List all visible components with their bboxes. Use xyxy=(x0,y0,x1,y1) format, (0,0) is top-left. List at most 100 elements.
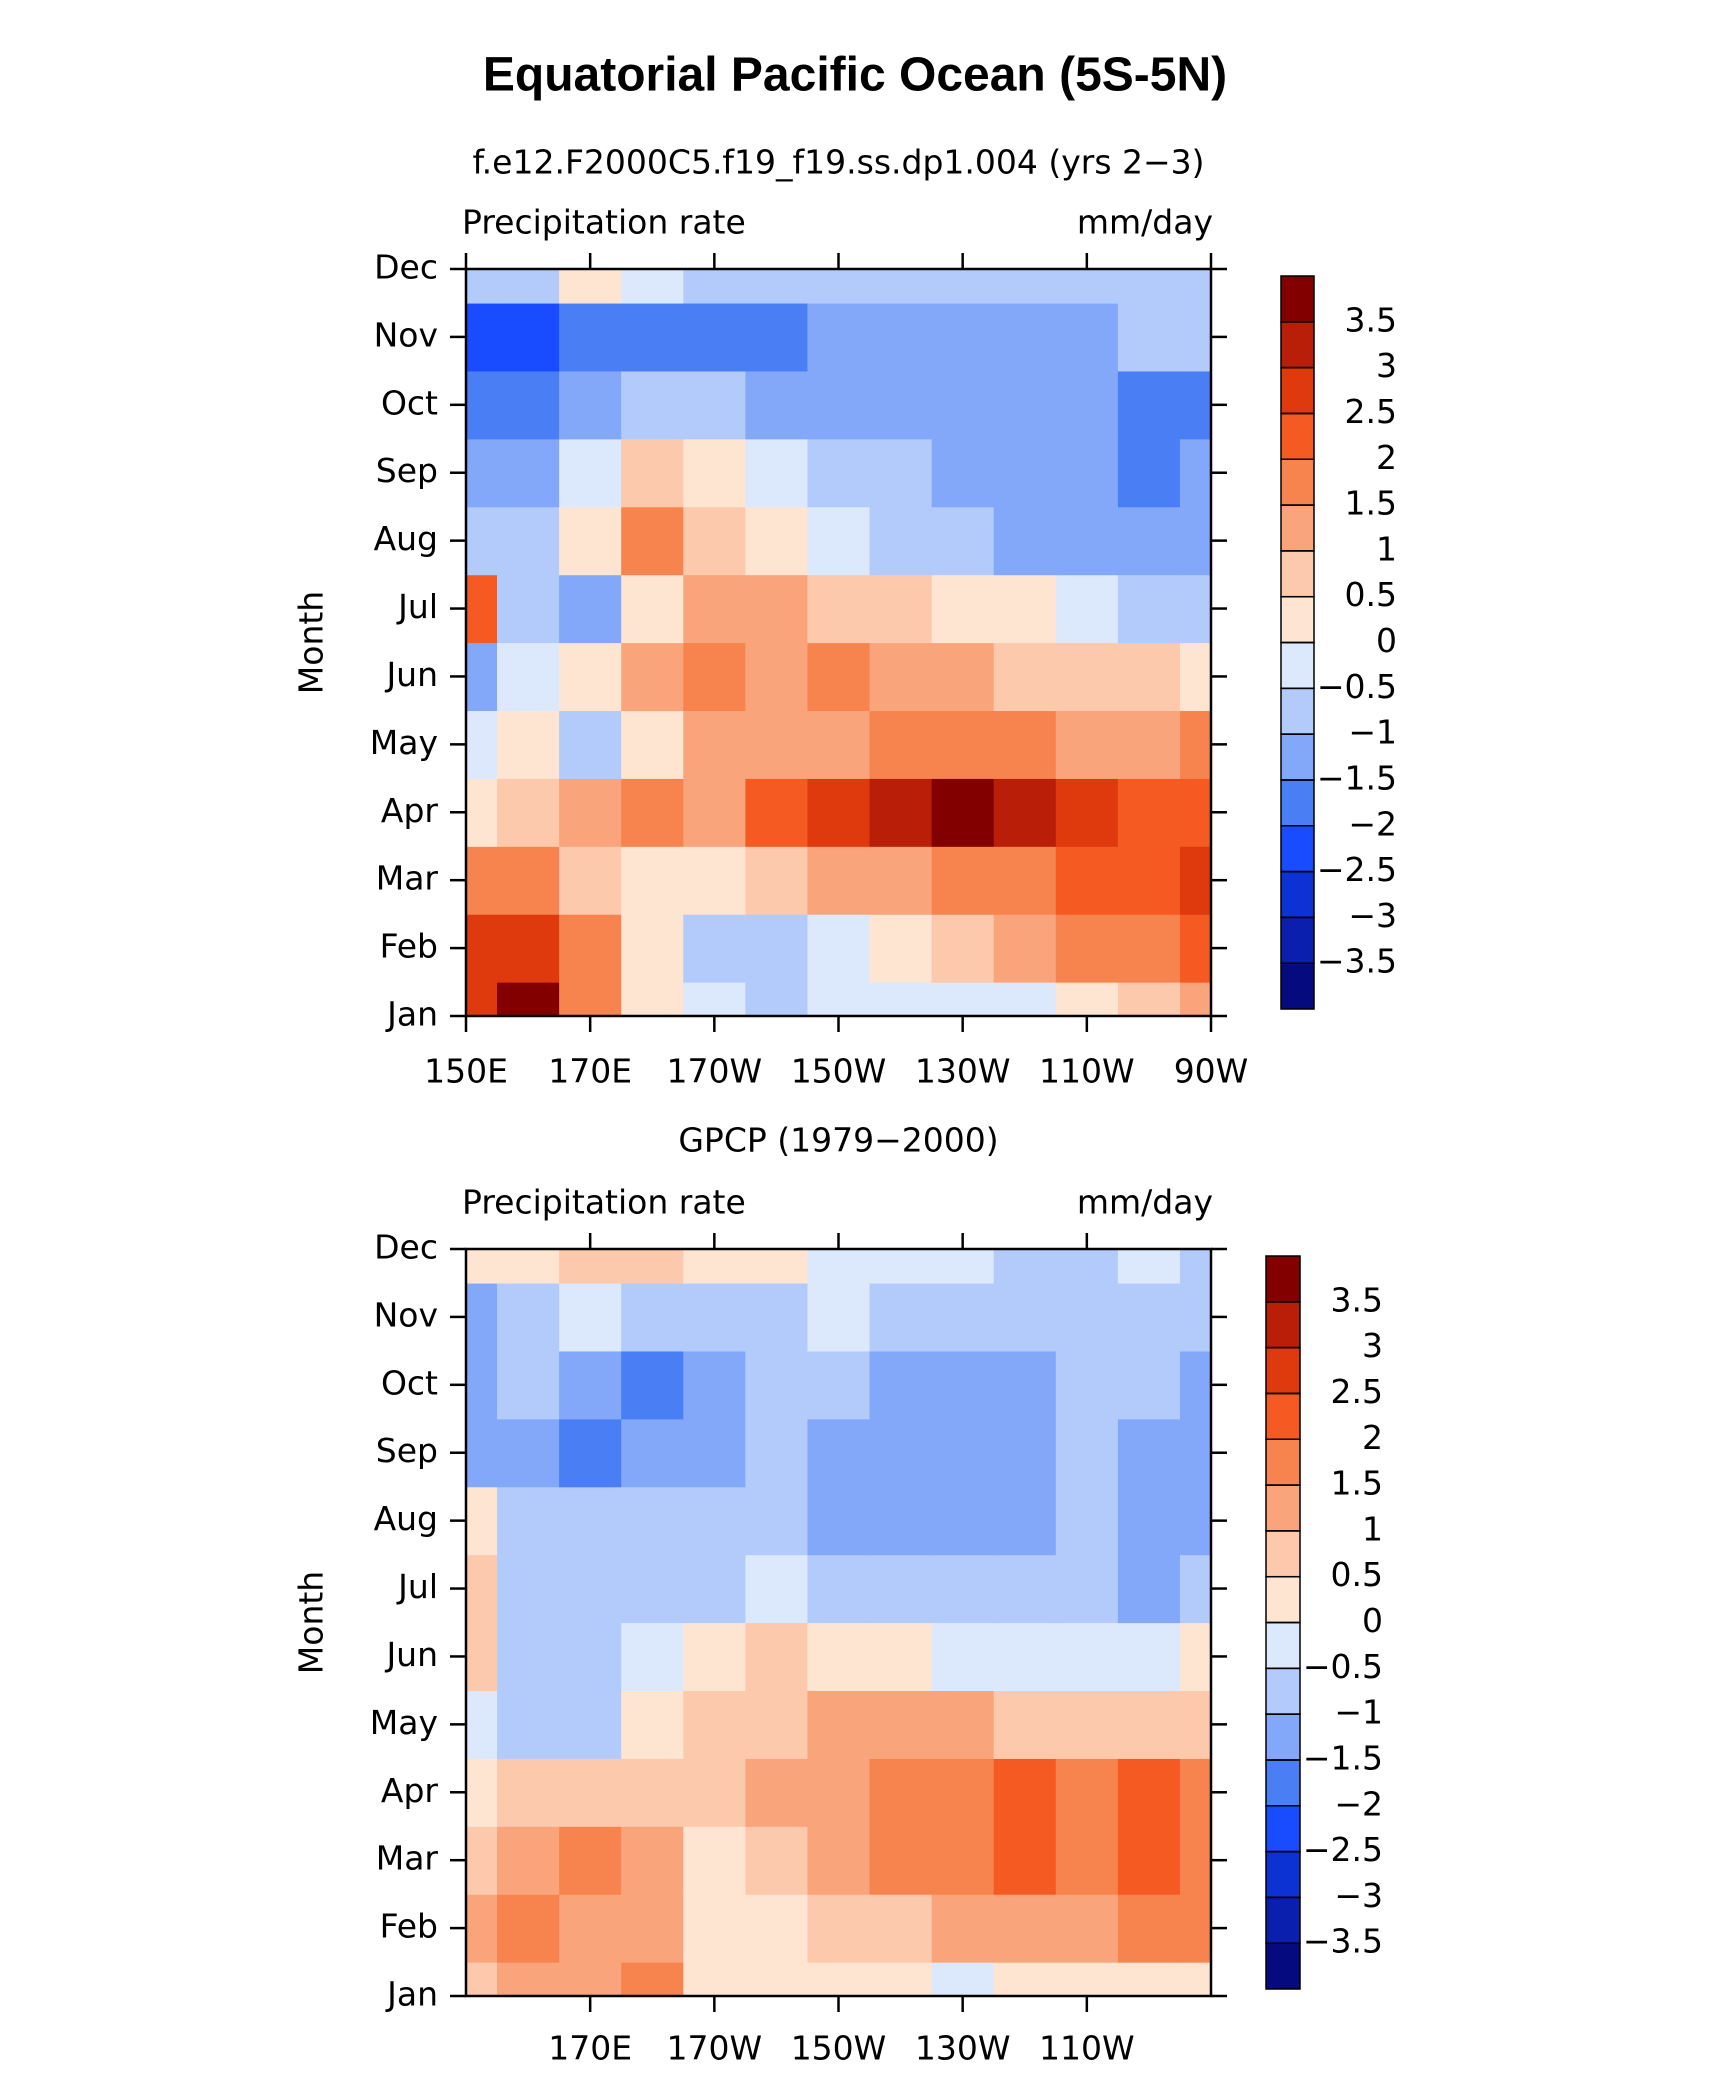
contour-cell xyxy=(931,1418,995,1488)
contour-cell xyxy=(559,1690,622,1759)
colorbar-box xyxy=(1280,825,1315,873)
colorbar-label: 2.5 xyxy=(1331,1372,1383,1411)
contour-cell xyxy=(683,269,746,304)
contour-cell xyxy=(683,778,746,847)
contour-cell xyxy=(1179,1350,1211,1420)
contour-cell xyxy=(497,1486,560,1556)
contour-cell xyxy=(807,506,871,576)
contour-cell xyxy=(1179,1486,1211,1556)
contour-cell xyxy=(559,1350,622,1420)
contour-cell xyxy=(466,914,498,983)
contour-cell xyxy=(559,1622,622,1692)
contour-cell xyxy=(807,574,871,644)
contour-cell xyxy=(1055,982,1119,1016)
contour-cell xyxy=(1055,642,1119,712)
y-axis-label: Month xyxy=(292,591,331,694)
contour-cell xyxy=(1117,1418,1181,1488)
contour-cell xyxy=(807,269,871,304)
contour-cell xyxy=(1055,778,1119,847)
contour-cell xyxy=(621,1282,684,1352)
colorbar-label: 0 xyxy=(1362,1601,1383,1640)
contour-cell xyxy=(1117,710,1181,779)
contour-cell xyxy=(807,1758,871,1827)
colorbar-label: −1.5 xyxy=(1303,1738,1383,1777)
colorbar-box xyxy=(1265,1484,1301,1532)
contour-cell xyxy=(559,1894,622,1963)
contour-cell xyxy=(497,914,560,983)
contour-cell xyxy=(466,642,498,712)
colorbar-box xyxy=(1280,366,1315,415)
contour-cell xyxy=(745,846,809,915)
contour-cell xyxy=(683,1249,746,1284)
contour-cell xyxy=(993,1758,1057,1827)
contour-cell xyxy=(466,1622,498,1692)
contour-cell xyxy=(931,1894,995,1963)
colorbar-label: −3.5 xyxy=(1303,1922,1383,1961)
contour-cell xyxy=(683,1894,746,1963)
chart-title: GPCP (1979−2000) xyxy=(678,1121,998,1160)
contour-cell xyxy=(869,269,933,304)
contour-cell xyxy=(559,506,622,576)
y-tick-label: Jan xyxy=(385,1975,438,2014)
y-tick-label: Aug xyxy=(374,519,438,558)
colorbar-label: 2.5 xyxy=(1345,392,1397,431)
contour-cell xyxy=(1179,1249,1211,1284)
contour-cell xyxy=(807,302,871,372)
contour-cell xyxy=(466,846,498,915)
contour-cell xyxy=(869,1826,933,1895)
contour-cell xyxy=(1117,1350,1181,1420)
contour-cell xyxy=(993,1690,1057,1759)
y-tick-label: Mar xyxy=(376,859,439,898)
contour-cell xyxy=(683,506,746,576)
contour-cell xyxy=(1055,710,1119,779)
contour-cell xyxy=(931,778,995,847)
contour-cell xyxy=(869,1282,933,1352)
units-label: mm/day xyxy=(1077,1183,1213,1222)
y-tick-label: Apr xyxy=(381,791,439,830)
units-label: mm/day xyxy=(1077,203,1213,242)
contour-cell xyxy=(1117,506,1181,576)
contour-cell xyxy=(993,506,1057,576)
contour-cell xyxy=(559,1282,622,1352)
contour-cell xyxy=(497,710,560,779)
y-tick-label: Jul xyxy=(396,587,438,626)
colorbar-label: 2 xyxy=(1362,1418,1383,1457)
x-tick-label: 150W xyxy=(791,2029,887,2068)
contour-cell xyxy=(1055,269,1119,304)
colorbar-label: 0.5 xyxy=(1345,575,1397,614)
contour-cell xyxy=(869,574,933,644)
contour-cell xyxy=(683,710,746,779)
contour-cell xyxy=(931,1350,995,1420)
contour-cell xyxy=(1117,1554,1181,1624)
contour-cell xyxy=(745,269,809,304)
contour-cell xyxy=(807,1826,871,1895)
contour-cell xyxy=(683,1962,746,1996)
contour-cell xyxy=(807,1282,871,1352)
main-title: Equatorial Pacific Ocean (5S-5N) xyxy=(483,49,1227,102)
contour-cell xyxy=(559,778,622,847)
x-tick-label: 130W xyxy=(915,2029,1011,2068)
contour-cell xyxy=(621,1690,684,1759)
contour-cell xyxy=(931,982,995,1016)
contour-cell xyxy=(621,846,684,915)
contour-cell xyxy=(993,710,1057,779)
colorbar-box xyxy=(1280,779,1315,827)
contour-cell xyxy=(1179,574,1211,644)
contour-cell xyxy=(807,1554,871,1624)
contour-cell xyxy=(621,1622,684,1692)
contour-cell xyxy=(869,370,933,440)
contour-cell xyxy=(1117,1486,1181,1556)
contour-cell xyxy=(993,642,1057,712)
contour-cell xyxy=(931,574,995,644)
colorbar-box xyxy=(1280,412,1315,460)
contour-cell xyxy=(993,1554,1057,1624)
contour-cell xyxy=(745,1826,809,1895)
contour-cell xyxy=(497,1554,560,1624)
contour-cell xyxy=(869,710,933,779)
contour-cell xyxy=(745,982,809,1016)
contour-cell xyxy=(621,1350,684,1420)
contour-cell xyxy=(466,1554,498,1624)
contour-cell xyxy=(931,302,995,372)
contour-cell xyxy=(993,1418,1057,1488)
colorbar-label: 0 xyxy=(1376,621,1397,660)
